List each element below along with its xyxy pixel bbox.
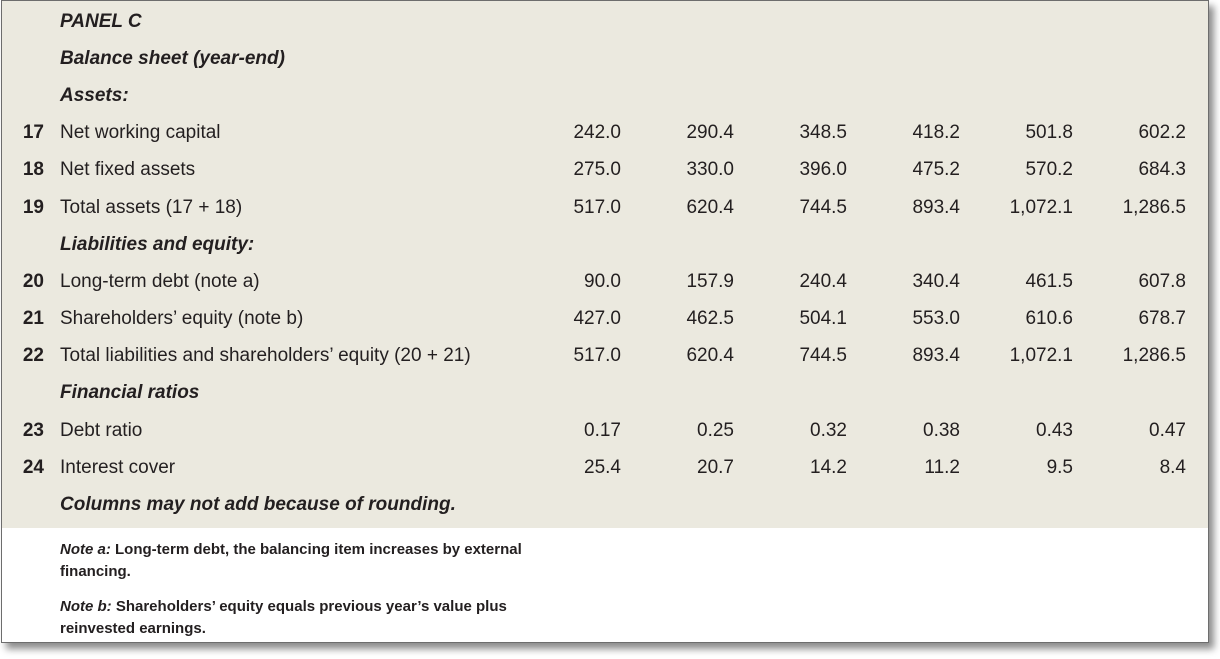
value-cell: 744.5 [799, 345, 847, 366]
value-cell: 11.2 [924, 457, 960, 478]
value-cell: 0.47 [1149, 420, 1186, 441]
liabilities-heading: Liabilities and equity: [60, 234, 255, 255]
table-background [2, 1, 1208, 528]
row-number: 23 [22, 420, 44, 441]
value-cell: 275.0 [573, 159, 621, 180]
value-cell: 157.9 [686, 271, 734, 292]
value-cell: 501.8 [1025, 122, 1073, 143]
table-row: 22 Total liabilities and shareholders’ e… [2, 337, 1208, 374]
value-cell: 14.2 [810, 457, 847, 478]
balance-sheet-panel: PANEL C Balance sheet (year-end) Assets:… [1, 0, 1209, 643]
value-cell: 461.5 [1025, 271, 1073, 292]
table-row: 20 Long-term debt (note a) 90.0 157.9 24… [2, 263, 1208, 300]
row-number: 24 [22, 457, 44, 478]
note-b: Note b: Shareholders’ equity equals prev… [60, 596, 560, 640]
row-number: 17 [22, 122, 44, 143]
value-cell: 553.0 [912, 308, 960, 329]
value-cell: 620.4 [686, 197, 734, 218]
value-cell: 517.0 [573, 197, 621, 218]
value-cell: 620.4 [686, 345, 734, 366]
value-cell: 1,286.5 [1122, 197, 1186, 218]
section-title: Balance sheet (year-end) [60, 48, 285, 69]
value-cell: 893.4 [912, 345, 960, 366]
value-cell: 0.43 [1036, 420, 1073, 441]
row-label: Long-term debt (note a) [60, 271, 260, 292]
ratios-heading: Financial ratios [60, 382, 200, 403]
value-cell: 744.5 [799, 197, 847, 218]
value-cell: 684.3 [1138, 159, 1186, 180]
value-cell: 0.38 [923, 420, 960, 441]
row-number: 18 [22, 159, 44, 180]
assets-heading-row: Assets: [2, 77, 1208, 114]
value-cell: 242.0 [573, 122, 621, 143]
value-cell: 602.2 [1138, 122, 1186, 143]
value-cell: 20.7 [697, 457, 734, 478]
value-cell: 240.4 [799, 271, 847, 292]
row-label: Total liabilities and shareholders’ equi… [60, 345, 471, 366]
value-cell: 418.2 [912, 122, 960, 143]
note-a-tag: Note a: [60, 541, 111, 558]
table-row: 17 Net working capital 242.0 290.4 348.5… [2, 114, 1208, 151]
value-cell: 396.0 [799, 159, 847, 180]
ratios-heading-row: Financial ratios [2, 374, 1208, 411]
table-row: 23 Debt ratio 0.17 0.25 0.32 0.38 0.43 0… [2, 412, 1208, 449]
value-cell: 290.4 [686, 122, 734, 143]
row-number: 19 [22, 197, 44, 218]
table-row: 24 Interest cover 25.4 20.7 14.2 11.2 9.… [2, 449, 1208, 486]
row-label: Interest cover [60, 457, 176, 478]
value-cell: 348.5 [799, 122, 847, 143]
value-cell: 570.2 [1025, 159, 1073, 180]
liabilities-heading-row: Liabilities and equity: [2, 226, 1208, 263]
value-cell: 25.4 [584, 457, 621, 478]
value-cell: 610.6 [1025, 308, 1073, 329]
note-b-text: Shareholders’ equity equals previous yea… [60, 598, 507, 637]
note-a: Note a: Long-term debt, the balancing it… [60, 539, 560, 583]
value-cell: 475.2 [912, 159, 960, 180]
value-cell: 678.7 [1138, 308, 1186, 329]
value-cell: 427.0 [573, 308, 621, 329]
value-cell: 330.0 [686, 159, 734, 180]
value-cell: 340.4 [912, 271, 960, 292]
value-cell: 504.1 [799, 308, 847, 329]
value-cell: 0.17 [584, 420, 621, 441]
row-label: Shareholders’ equity (note b) [60, 308, 304, 329]
value-cell: 8.4 [1159, 457, 1186, 478]
value-cell: 0.32 [810, 420, 847, 441]
note-a-text: Long-term debt, the balancing item incre… [60, 541, 522, 580]
section-title-row: Balance sheet (year-end) [2, 40, 1208, 77]
value-cell: 9.5 [1046, 457, 1073, 478]
value-cell: 1,072.1 [1009, 197, 1073, 218]
row-number: 22 [22, 345, 44, 366]
value-cell: 462.5 [686, 308, 734, 329]
row-label: Net working capital [60, 122, 221, 143]
note-b-tag: Note b: [60, 598, 112, 615]
row-label: Net fixed assets [60, 159, 196, 180]
value-cell: 893.4 [912, 197, 960, 218]
panel-title: PANEL C [60, 11, 142, 32]
row-label: Total assets (17 + 18) [60, 197, 243, 218]
footnote-row: Columns may not add because of rounding. [2, 486, 1208, 523]
table-row: 21 Shareholders’ equity (note b) 427.0 4… [2, 300, 1208, 337]
value-cell: 1,286.5 [1122, 345, 1186, 366]
table-row: 19 Total assets (17 + 18) 517.0 620.4 74… [2, 189, 1208, 226]
value-cell: 517.0 [573, 345, 621, 366]
panel-title-row: PANEL C [2, 3, 1208, 40]
table-row: 18 Net fixed assets 275.0 330.0 396.0 47… [2, 151, 1208, 188]
row-number: 21 [22, 308, 44, 329]
rounding-footnote: Columns may not add because of rounding. [60, 494, 456, 515]
row-label: Debt ratio [60, 420, 143, 441]
value-cell: 1,072.1 [1009, 345, 1073, 366]
value-cell: 90.0 [584, 271, 621, 292]
value-cell: 607.8 [1138, 271, 1186, 292]
row-number: 20 [22, 271, 44, 292]
value-cell: 0.25 [697, 420, 734, 441]
assets-heading: Assets: [60, 85, 129, 106]
